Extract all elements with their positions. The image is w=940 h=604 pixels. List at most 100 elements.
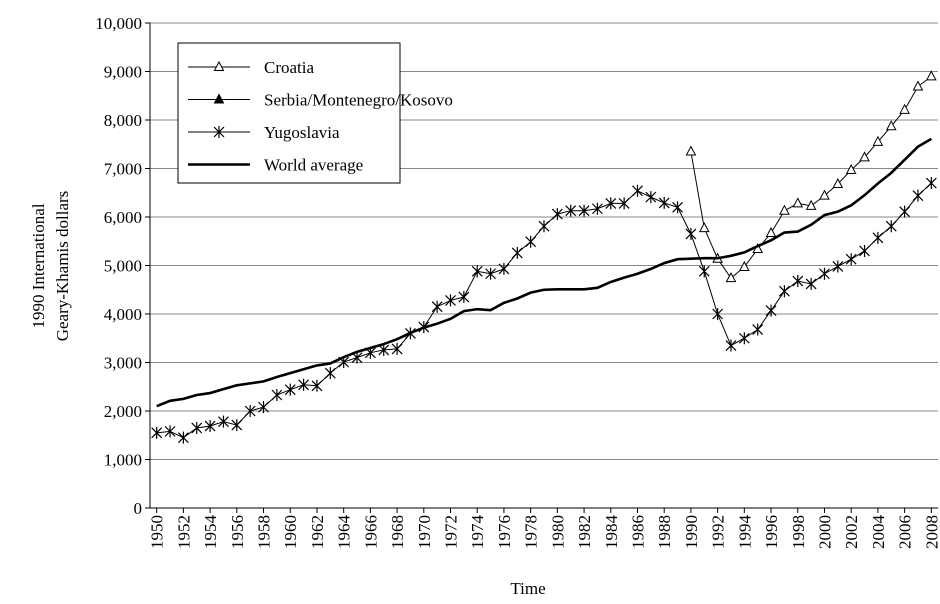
x-tick-label: 1956 bbox=[228, 515, 247, 549]
point bbox=[805, 277, 817, 290]
point bbox=[912, 189, 924, 202]
legend-marker bbox=[213, 60, 225, 71]
point bbox=[925, 177, 937, 190]
x-tick-label: 2008 bbox=[922, 515, 940, 549]
x-tick-label: 1972 bbox=[442, 515, 461, 549]
legend-label: Serbia/Montenegro/Kosovo bbox=[264, 91, 453, 110]
x-tick-label: 1994 bbox=[735, 515, 754, 550]
point bbox=[445, 294, 456, 307]
point bbox=[805, 199, 817, 210]
point bbox=[685, 145, 697, 156]
y-tick-label: 7,000 bbox=[104, 160, 142, 179]
y-tick-label: 9,000 bbox=[104, 63, 142, 82]
point bbox=[832, 177, 844, 189]
legend-label: Yugoslavia bbox=[264, 123, 340, 142]
legend-marker bbox=[213, 93, 225, 104]
x-tick-label: 1968 bbox=[388, 515, 407, 549]
x-tick-label: 1960 bbox=[281, 515, 300, 549]
point bbox=[458, 291, 470, 304]
y-tick-label: 6,000 bbox=[104, 208, 142, 227]
x-tick-label: 2000 bbox=[815, 515, 834, 549]
y-tick-label: 10,000 bbox=[95, 14, 142, 33]
point bbox=[177, 431, 189, 444]
x-tick-label: 1998 bbox=[789, 515, 808, 549]
point bbox=[324, 367, 336, 380]
point bbox=[658, 196, 670, 209]
point bbox=[752, 323, 764, 336]
point bbox=[845, 253, 857, 266]
y-tick-label: 3,000 bbox=[104, 354, 142, 373]
point bbox=[872, 135, 884, 146]
point bbox=[698, 265, 710, 278]
point bbox=[271, 388, 283, 401]
x-tick-label: 2004 bbox=[869, 515, 888, 550]
point bbox=[218, 415, 229, 428]
point bbox=[431, 300, 443, 313]
point bbox=[391, 342, 403, 355]
point bbox=[899, 103, 910, 114]
x-tick-label: 2006 bbox=[896, 515, 915, 549]
point bbox=[779, 204, 790, 215]
point bbox=[859, 244, 870, 257]
point bbox=[872, 231, 884, 244]
point bbox=[498, 262, 510, 275]
point bbox=[765, 304, 777, 317]
x-tick-label: 1988 bbox=[655, 515, 674, 549]
y-tick-label: 5,000 bbox=[104, 257, 142, 276]
point bbox=[725, 272, 737, 283]
point bbox=[765, 226, 777, 238]
point bbox=[819, 189, 830, 200]
point bbox=[912, 80, 924, 91]
point bbox=[591, 202, 603, 215]
point bbox=[712, 308, 724, 320]
x-tick-label: 2002 bbox=[842, 515, 861, 549]
point bbox=[645, 191, 657, 204]
legend-box bbox=[177, 42, 401, 184]
point bbox=[739, 260, 750, 271]
legend-marker bbox=[213, 126, 225, 138]
point bbox=[164, 425, 176, 438]
x-tick-label: 1950 bbox=[148, 515, 167, 549]
point bbox=[244, 405, 256, 417]
y-tick-label: 4,000 bbox=[104, 305, 142, 324]
point bbox=[151, 426, 163, 439]
point bbox=[738, 332, 750, 345]
point bbox=[632, 184, 643, 197]
point bbox=[191, 421, 203, 434]
point bbox=[204, 420, 216, 433]
point bbox=[859, 151, 870, 162]
point bbox=[231, 419, 243, 432]
x-tick-label: 1974 bbox=[468, 515, 487, 550]
x-tick-label: 1990 bbox=[682, 515, 701, 549]
x-tick-label: 1982 bbox=[575, 515, 594, 549]
x-tick-label: 1976 bbox=[495, 515, 514, 549]
point bbox=[284, 383, 296, 396]
point bbox=[792, 275, 804, 288]
point bbox=[258, 401, 269, 414]
point bbox=[832, 260, 844, 273]
series-line bbox=[690, 75, 932, 279]
y-tick-label: 1,000 bbox=[104, 451, 142, 470]
y-axis-title: 1990 International bbox=[29, 203, 48, 328]
y-tick-label: 8,000 bbox=[104, 111, 142, 130]
point bbox=[885, 120, 897, 131]
point bbox=[551, 208, 563, 221]
x-tick-label: 1962 bbox=[308, 515, 327, 549]
point bbox=[378, 343, 390, 356]
x-tick-label: 1978 bbox=[522, 515, 541, 549]
point bbox=[298, 378, 310, 391]
point bbox=[525, 235, 537, 248]
point bbox=[885, 220, 897, 233]
point bbox=[565, 204, 577, 217]
x-tick-label: 1996 bbox=[762, 515, 781, 549]
legend-label: Croatia bbox=[264, 58, 314, 77]
point bbox=[778, 285, 790, 298]
y-tick-label: 2,000 bbox=[104, 402, 142, 421]
x-tick-label: 1964 bbox=[335, 515, 354, 550]
x-tick-label: 1952 bbox=[174, 515, 193, 549]
y-axis-title: Geary-Khamis dollars bbox=[53, 191, 72, 342]
point bbox=[685, 227, 697, 240]
point bbox=[672, 201, 683, 214]
point bbox=[925, 70, 937, 81]
